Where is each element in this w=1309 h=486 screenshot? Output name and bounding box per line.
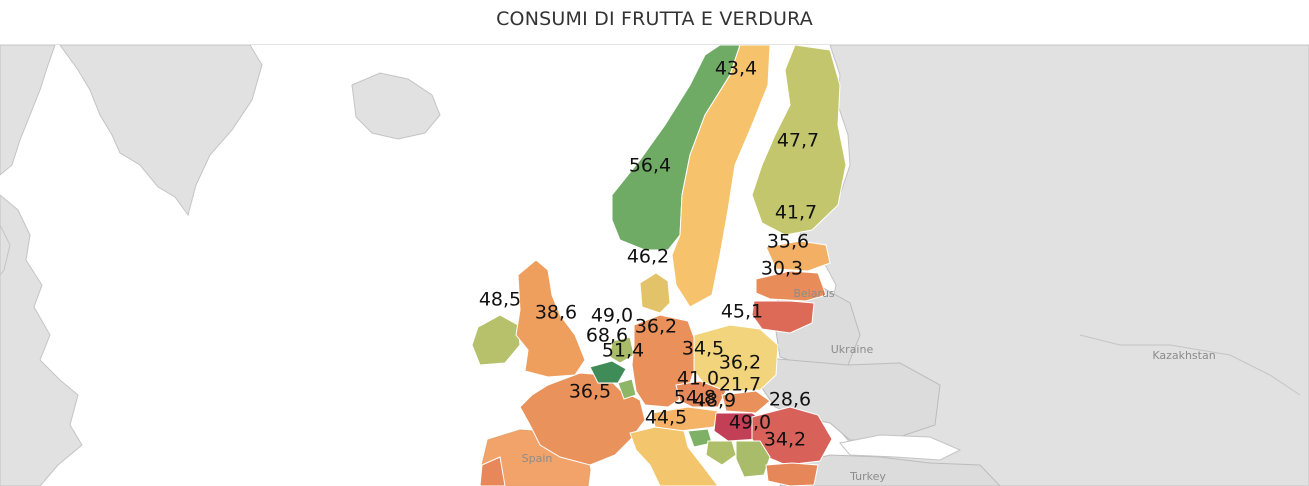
region-sweden[interactable]: [671, 45, 771, 308]
value-norway: 56,4: [629, 155, 671, 177]
value-bulgaria: 34,2: [764, 429, 806, 451]
region-estonia[interactable]: [765, 240, 831, 272]
value-slovenia: 54,8: [674, 387, 716, 409]
choropleth-map[interactable]: Belarus Ukraine Kazakhstan Turkey Spain …: [0, 44, 1309, 486]
value-croatia: 48,9: [694, 390, 736, 412]
label-ukraine: Ukraine: [831, 343, 874, 356]
value-lithuania: 30,3: [761, 258, 803, 280]
canada-east-shape: [0, 194, 83, 486]
value-finland: 47,7: [777, 130, 819, 152]
value-denmark: 46,2: [627, 246, 669, 268]
region-denmark[interactable]: [639, 272, 671, 314]
region-uk[interactable]: [515, 259, 586, 378]
value-latvia: 35,6: [767, 231, 809, 253]
region-slovakia[interactable]: [721, 390, 771, 414]
label-belarus: Belarus: [793, 287, 835, 300]
kazakhstan-border: [1079, 334, 1301, 396]
value-estonia: 41,7: [775, 202, 817, 224]
value-hungary: 21,7: [719, 374, 761, 396]
region-luxembourg[interactable]: [617, 378, 637, 400]
value-austria: 41,0: [677, 368, 719, 390]
value-netherlands: 49,0: [591, 305, 633, 327]
iceland-shape: [351, 72, 441, 140]
map-title: CONSUMI DI FRUTTA E VERDURA: [496, 8, 813, 30]
value-uk: 38,6: [535, 302, 577, 324]
map-canvas[interactable]: Belarus Ukraine Kazakhstan Turkey Spain …: [0, 45, 1309, 486]
baffin-shape: [0, 224, 11, 276]
region-finland[interactable]: [751, 45, 847, 236]
value-france: 36,5: [569, 381, 611, 403]
label-spain: Spain: [522, 452, 553, 465]
north-america-shape: [0, 45, 56, 176]
region-ireland[interactable]: [471, 314, 521, 366]
value-germany: 36,2: [635, 316, 677, 338]
region-netherlands[interactable]: [609, 336, 635, 364]
value-slovakia: 36,2: [719, 352, 761, 374]
region-italy[interactable]: [629, 426, 719, 486]
value-ireland: 48,5: [479, 289, 521, 311]
value-czechia: 34,5: [682, 338, 724, 360]
label-turkey: Turkey: [849, 470, 886, 483]
label-kazakhstan: Kazakhstan: [1152, 349, 1215, 362]
value-belgium: 68,6: [586, 325, 628, 347]
black-sea-shape: [839, 434, 962, 461]
turkey-shape: [779, 454, 1001, 486]
region-croatia[interactable]: [705, 440, 737, 466]
value-luxembourg: 51,4: [602, 340, 644, 362]
region-poland[interactable]: [693, 324, 779, 392]
portugal-shape: [479, 456, 506, 486]
region-lithuania[interactable]: [751, 300, 815, 334]
value-sweden: 43,4: [715, 58, 757, 80]
region-belgium[interactable]: [589, 360, 627, 384]
region-latvia[interactable]: [755, 270, 827, 302]
value-romania: 28,6: [769, 389, 811, 411]
region-bulgaria[interactable]: [765, 462, 819, 486]
region-serbia[interactable]: [735, 440, 771, 478]
greenland-shape: [59, 45, 263, 217]
value-poland: 45,1: [721, 301, 763, 323]
value-serbia: 49,0: [729, 412, 771, 434]
region-czechia[interactable]: [675, 380, 727, 408]
value-italy: 44,5: [645, 407, 687, 429]
